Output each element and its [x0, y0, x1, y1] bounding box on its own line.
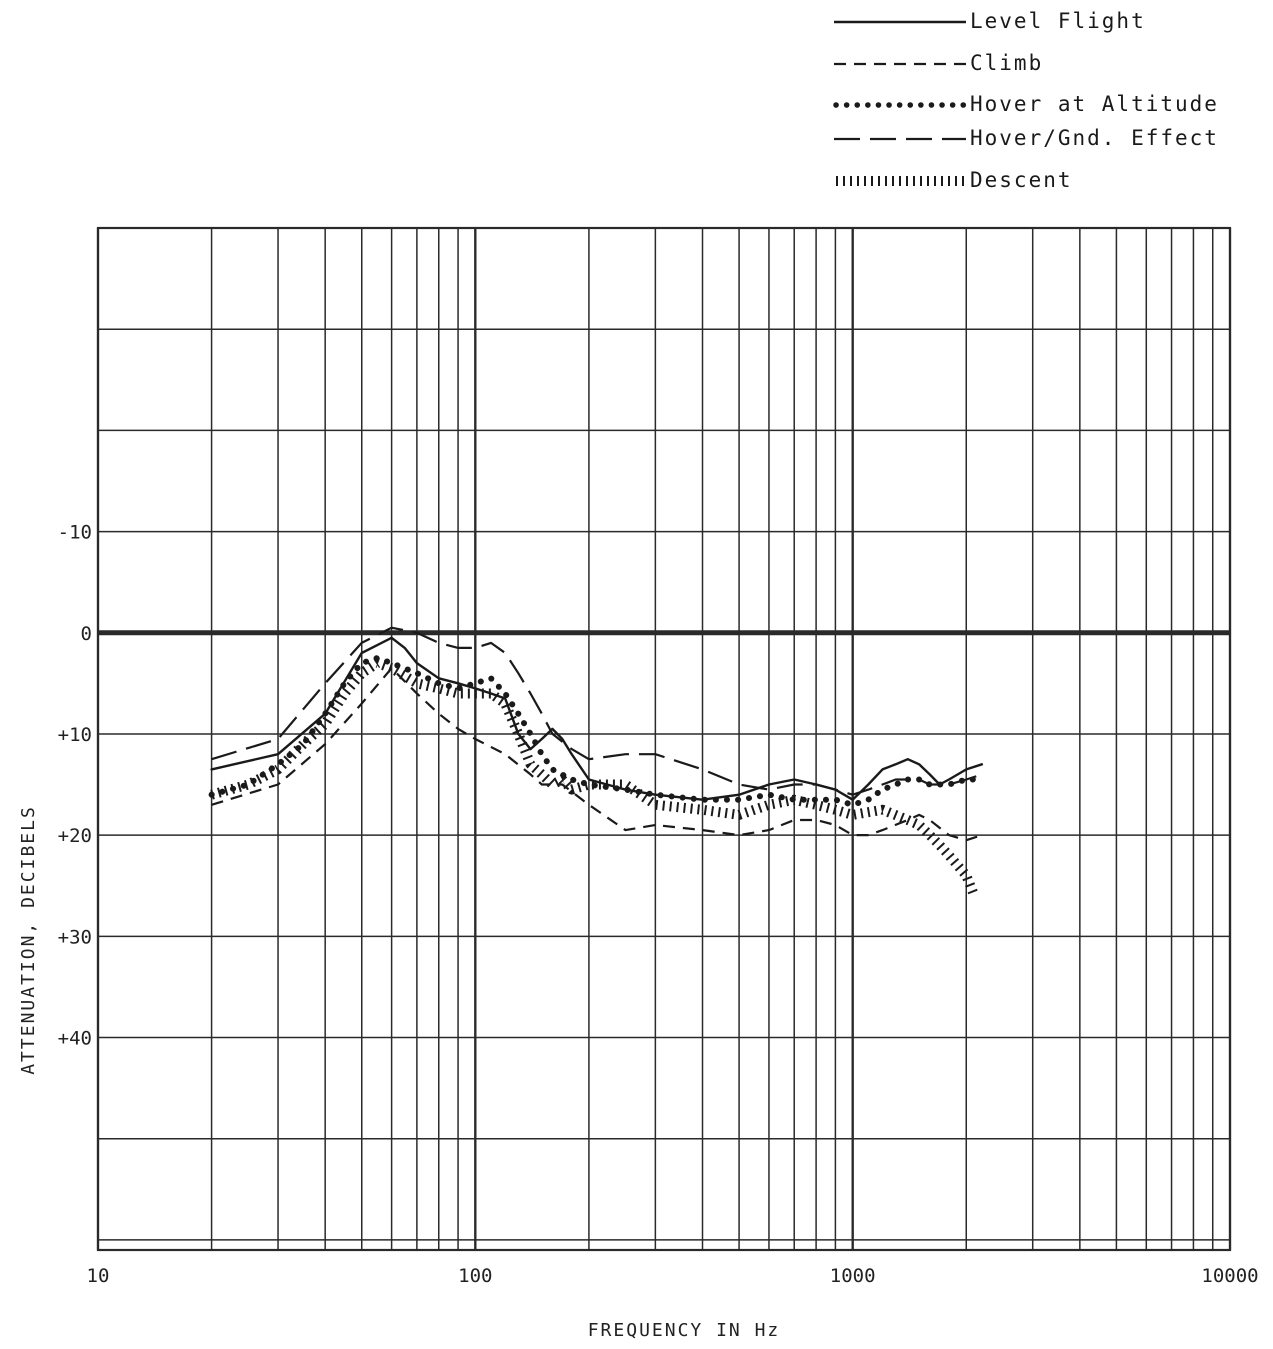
legend-label: Level Flight	[970, 9, 1146, 33]
legend-label: Hover/Gnd. Effect	[970, 126, 1219, 150]
legend-swatch-dashed	[834, 62, 966, 66]
x-tick-label: 10000	[1201, 1265, 1258, 1287]
y-tick-label: +40	[58, 1028, 92, 1050]
x-tick-label: 10	[87, 1265, 110, 1287]
series-line-climb	[211, 667, 983, 842]
legend-swatch-hatched	[836, 176, 966, 186]
legend-label: Hover at Altitude	[970, 92, 1219, 116]
x-tick-label: 1000	[830, 1265, 876, 1287]
legend-label: Descent	[970, 168, 1073, 192]
legend-swatch-dotted	[833, 102, 969, 108]
y-tick-label: 0	[81, 623, 92, 645]
x-axis-title: FREQUENCY IN Hz	[588, 1320, 781, 1341]
legend-item-hover-at-altitude: Hover at Altitude	[830, 88, 1260, 122]
series-group	[208, 626, 985, 898]
x-tick-label: 100	[458, 1265, 492, 1287]
tick-labels: 10 100 1000 10000 -10 0 +10 +20 +30 +40	[58, 522, 1259, 1287]
series-line-level-flight	[210, 636, 984, 801]
legend-item-descent: Descent	[830, 164, 1260, 198]
y-tick-label: +30	[58, 926, 92, 948]
legend-swatch-long-dash	[834, 137, 966, 141]
series-line-descent	[210, 658, 979, 898]
plot-frame	[96, 226, 1232, 1252]
y-axis-title: ATTENUATION, DECIBELS	[18, 805, 39, 1075]
grid	[96, 226, 1232, 1252]
legend: Level Flight Climb Hover at Altitude Hov…	[830, 0, 1260, 200]
legend-item-climb: Climb	[830, 47, 1260, 81]
legend-item-hover-gnd-effect: Hover/Gnd. Effect	[830, 122, 1260, 156]
y-tick-label: +10	[58, 724, 92, 746]
y-tick-label: +20	[58, 825, 92, 847]
y-tick-label: -10	[58, 522, 92, 544]
legend-label: Climb	[970, 51, 1044, 75]
legend-item-level-flight: Level Flight	[830, 5, 1260, 39]
legend-swatch-solid	[834, 20, 966, 24]
series-line-hover-gnd-effect	[211, 626, 983, 796]
